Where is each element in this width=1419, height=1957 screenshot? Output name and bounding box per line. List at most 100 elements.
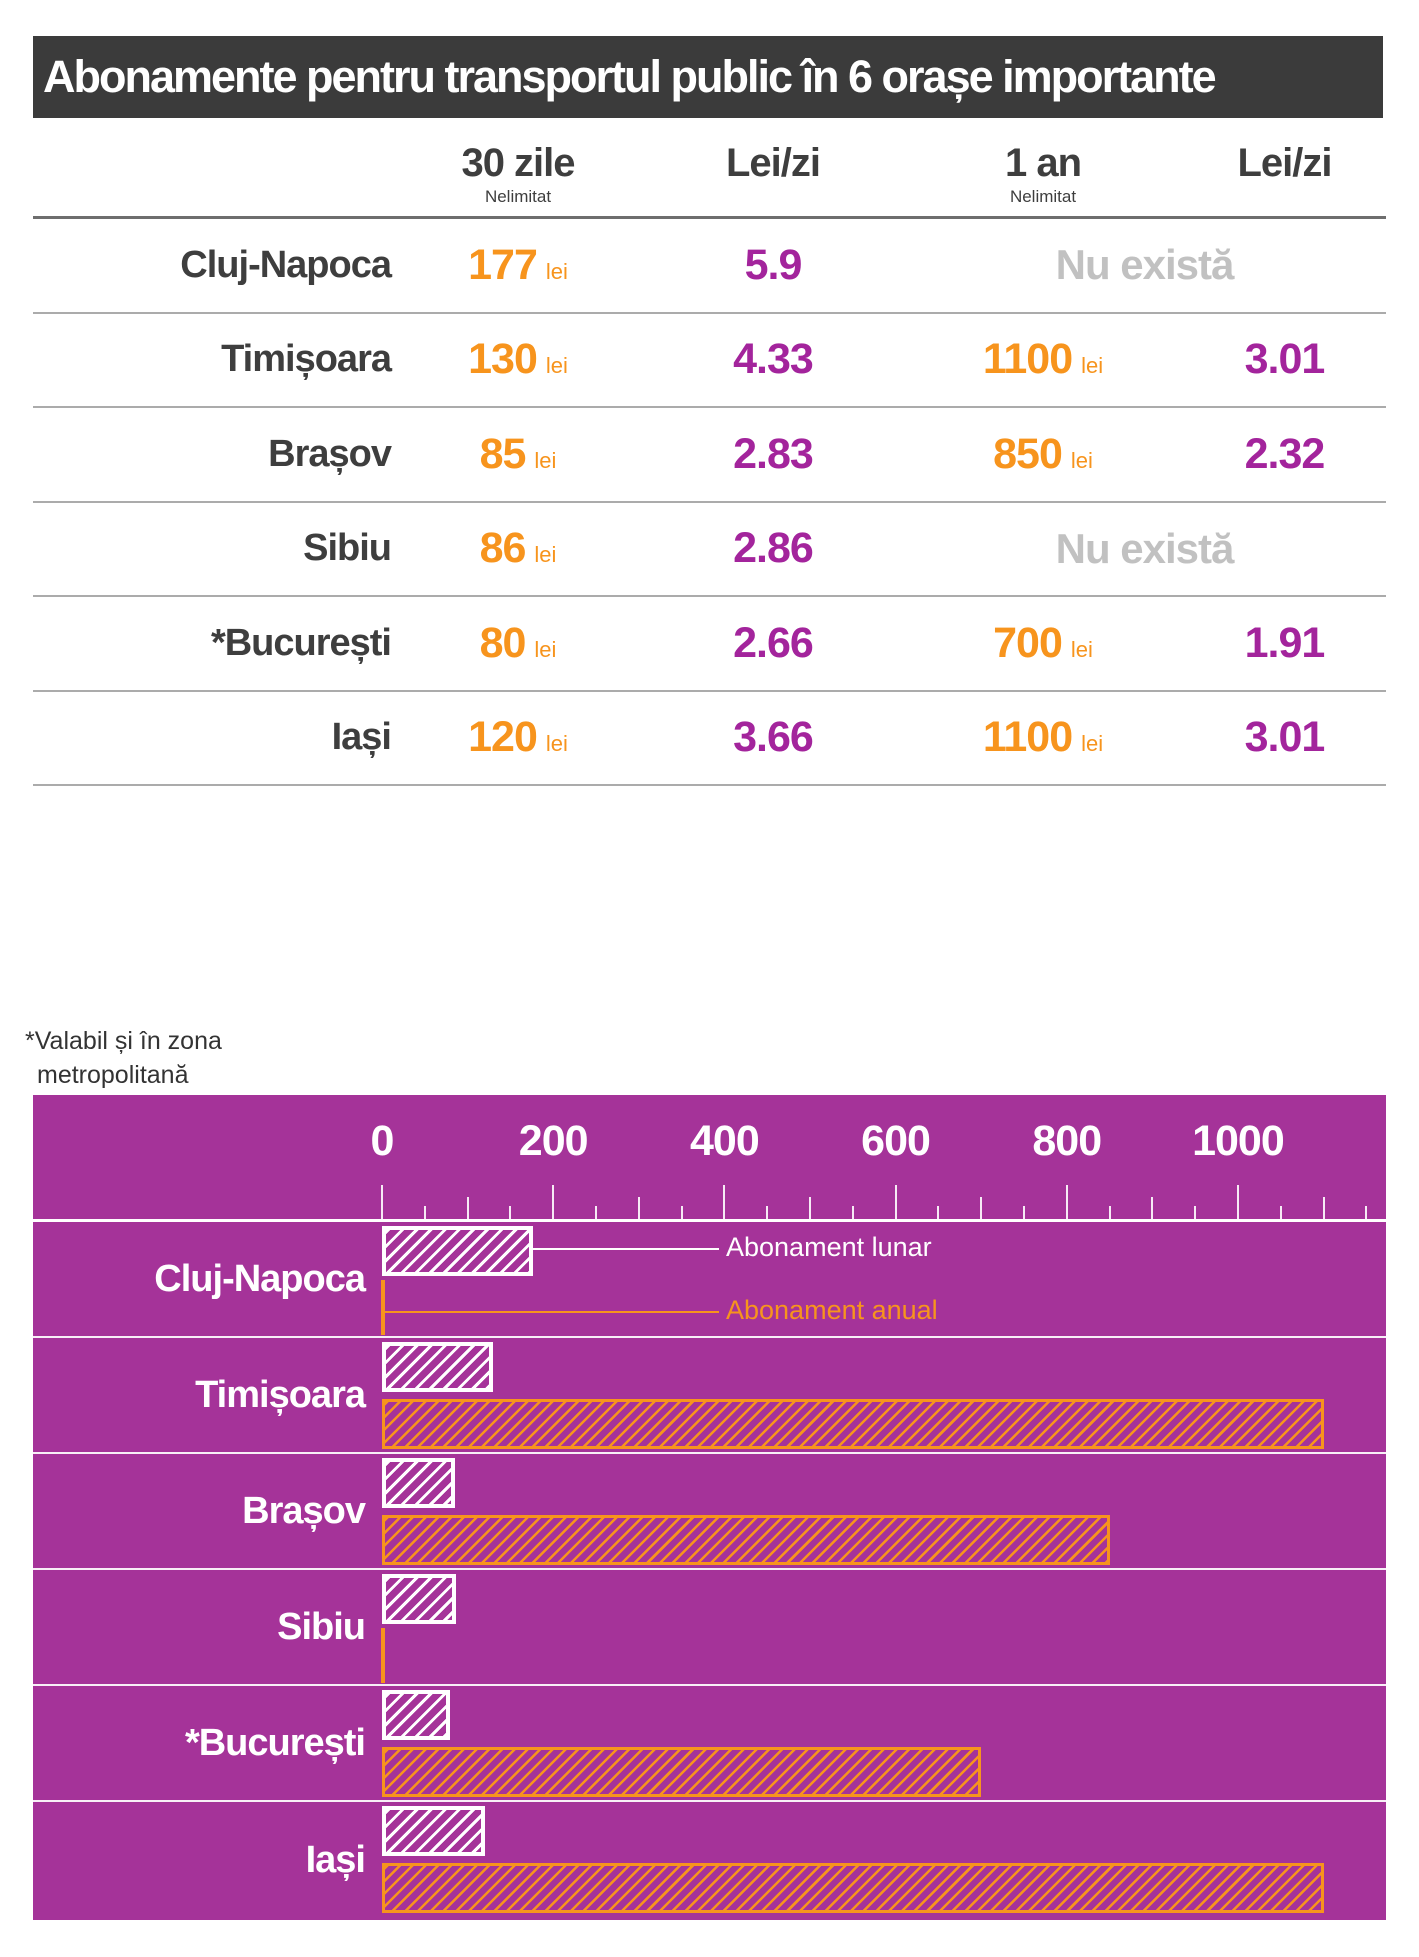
x-axis-tick-mark [1236,1185,1239,1219]
x-axis-tick-label: 600 [861,1117,931,1165]
chart-band: Iași [33,1802,1386,1918]
footnote-line-2: metropolitană [37,1060,189,1089]
annual-bar [382,1863,1324,1913]
table-row: Iași 120 lei 3.66 1100 lei 3.01 [33,692,1386,786]
x-axis-tick-mark [851,1206,854,1219]
legend-line-monthly [533,1248,719,1250]
x-axis-tick-mark [1065,1185,1068,1219]
x-axis-tick-mark [1194,1206,1197,1219]
no-annual-subscription: Nu există [1055,524,1235,572]
annual-per-day-value: 3.01 [1244,335,1326,384]
monthly-per-day-value: 3.66 [733,713,814,762]
header-1-an: 1 an Nelimitat [1004,141,1082,206]
chart-band: Cluj-Napoca Abonament lunar Abonament anua… [33,1222,1386,1338]
chart-band: Sibiu [33,1570,1386,1686]
header-30-zile: 30 zile Nelimitat [461,141,575,206]
monthly-per-day-value: 2.66 [733,618,814,667]
annual-bar [382,1747,982,1797]
currency-unit: lei [534,542,557,568]
annual-price: 1100 lei [903,335,1183,384]
x-axis-line [33,1219,1386,1222]
monthly-price: 120 lei [393,713,643,762]
chart-city-label: Brașov [242,1489,366,1532]
x-axis-tick-mark [637,1197,640,1219]
monthly-per-day-value: 2.83 [733,429,814,478]
x-axis-tick-label: 400 [689,1117,760,1165]
chart-band: *București [33,1686,1386,1802]
x-axis-tick-mark [1279,1206,1282,1219]
x-axis-tick-mark [808,1197,811,1219]
annual-per-day-value: 2.32 [1244,429,1326,478]
x-axis-tick-mark [1022,1206,1025,1219]
monthly-price-value: 85 [479,429,527,478]
x-axis-tick-mark [980,1197,983,1219]
x-axis-tick-mark [1322,1197,1325,1219]
currency-unit: lei [1070,636,1093,662]
monthly-price-value: 86 [479,524,527,573]
footnote-line-1: *Valabil și în zona [25,1027,222,1055]
city-label: Cluj-Napoca [180,243,392,286]
x-axis-tick-mark [552,1185,555,1219]
city-label: *București [210,621,392,664]
bar-chart: 0 200 400 600 800 1000 Cluj-Napoca Abonament lu… [33,1095,1386,1920]
monthly-bar [382,1690,451,1740]
monthly-bar [382,1574,456,1624]
x-axis-tick-label: 200 [518,1117,589,1165]
currency-unit: lei [1081,353,1104,379]
monthly-bar [382,1806,485,1856]
table-body: Cluj-Napoca 177 lei 5.9 Nu există Timișoara 13… [33,219,1386,786]
x-axis-tick-mark [680,1206,683,1219]
annual-price: 700 lei [903,619,1183,668]
header-divider [33,216,1386,219]
monthly-per-day-value: 4.33 [733,335,814,384]
currency-unit: lei [545,731,568,757]
chart-city-label: Iași [305,1838,366,1881]
monthly-price: 177 lei [393,241,643,290]
table-row: Timișoara 130 lei 4.33 1100 lei 3.01 [33,314,1386,408]
price-table: 30 zile Nelimitat Lei/zi 1 an Nelimitat … [33,142,1386,786]
table-row: *București 80 lei 2.66 700 lei 1.91 [33,597,1386,692]
chart-city-label: Timișoara [195,1373,366,1416]
chart-city-label: Sibiu [277,1605,366,1648]
annual-price-value: 850 [993,429,1063,478]
monthly-price: 130 lei [393,335,643,384]
x-axis-tick-mark [937,1206,940,1219]
chart-band: Timișoara [33,1338,1386,1454]
x-axis-tick-mark [594,1206,597,1219]
x-axis-tick-mark [381,1185,383,1219]
x-axis-tick-mark [1151,1197,1154,1219]
chart-band: Brașov [33,1454,1386,1570]
annual-bar [382,1399,1324,1449]
city-label: Sibiu [303,527,392,570]
monthly-bar [382,1342,494,1392]
monthly-bar [382,1458,455,1508]
chart-city-label: *București [184,1721,366,1764]
table-row: Cluj-Napoca 177 lei 5.9 Nu există [33,219,1386,314]
currency-unit: lei [1070,447,1093,473]
monthly-price-value: 120 [468,713,538,762]
legend-monthly-label: Abonament lunar [726,1232,932,1262]
city-label: Iași [331,716,392,759]
monthly-price-value: 80 [479,618,527,667]
x-axis-tick-label: 0 [370,1117,395,1165]
header-lei-zi-1: Lei/zi [725,141,821,185]
monthly-price: 80 lei [393,619,643,668]
legend-line-annual [384,1311,719,1313]
monthly-price-value: 177 [468,240,538,289]
table-header-row: 30 zile Nelimitat Lei/zi 1 an Nelimitat … [33,142,1386,207]
annual-zero-marker [381,1628,385,1683]
x-axis-tick-mark [894,1185,897,1219]
legend-annual-label: Abonament anual [726,1295,938,1325]
monthly-bar [382,1226,534,1276]
monthly-per-day-value: 2.86 [733,524,814,573]
annual-price-value: 1100 [982,335,1073,384]
annual-price-value: 700 [993,618,1063,667]
x-axis-tick-mark [1108,1206,1111,1219]
city-label: Brașov [268,432,392,475]
header-city-spacer [33,142,393,207]
monthly-price: 85 lei [393,430,643,479]
footnote: *Valabil și în zona metropolitană [25,1025,222,1093]
currency-unit: lei [534,447,557,473]
x-axis-tick-mark [466,1197,469,1219]
